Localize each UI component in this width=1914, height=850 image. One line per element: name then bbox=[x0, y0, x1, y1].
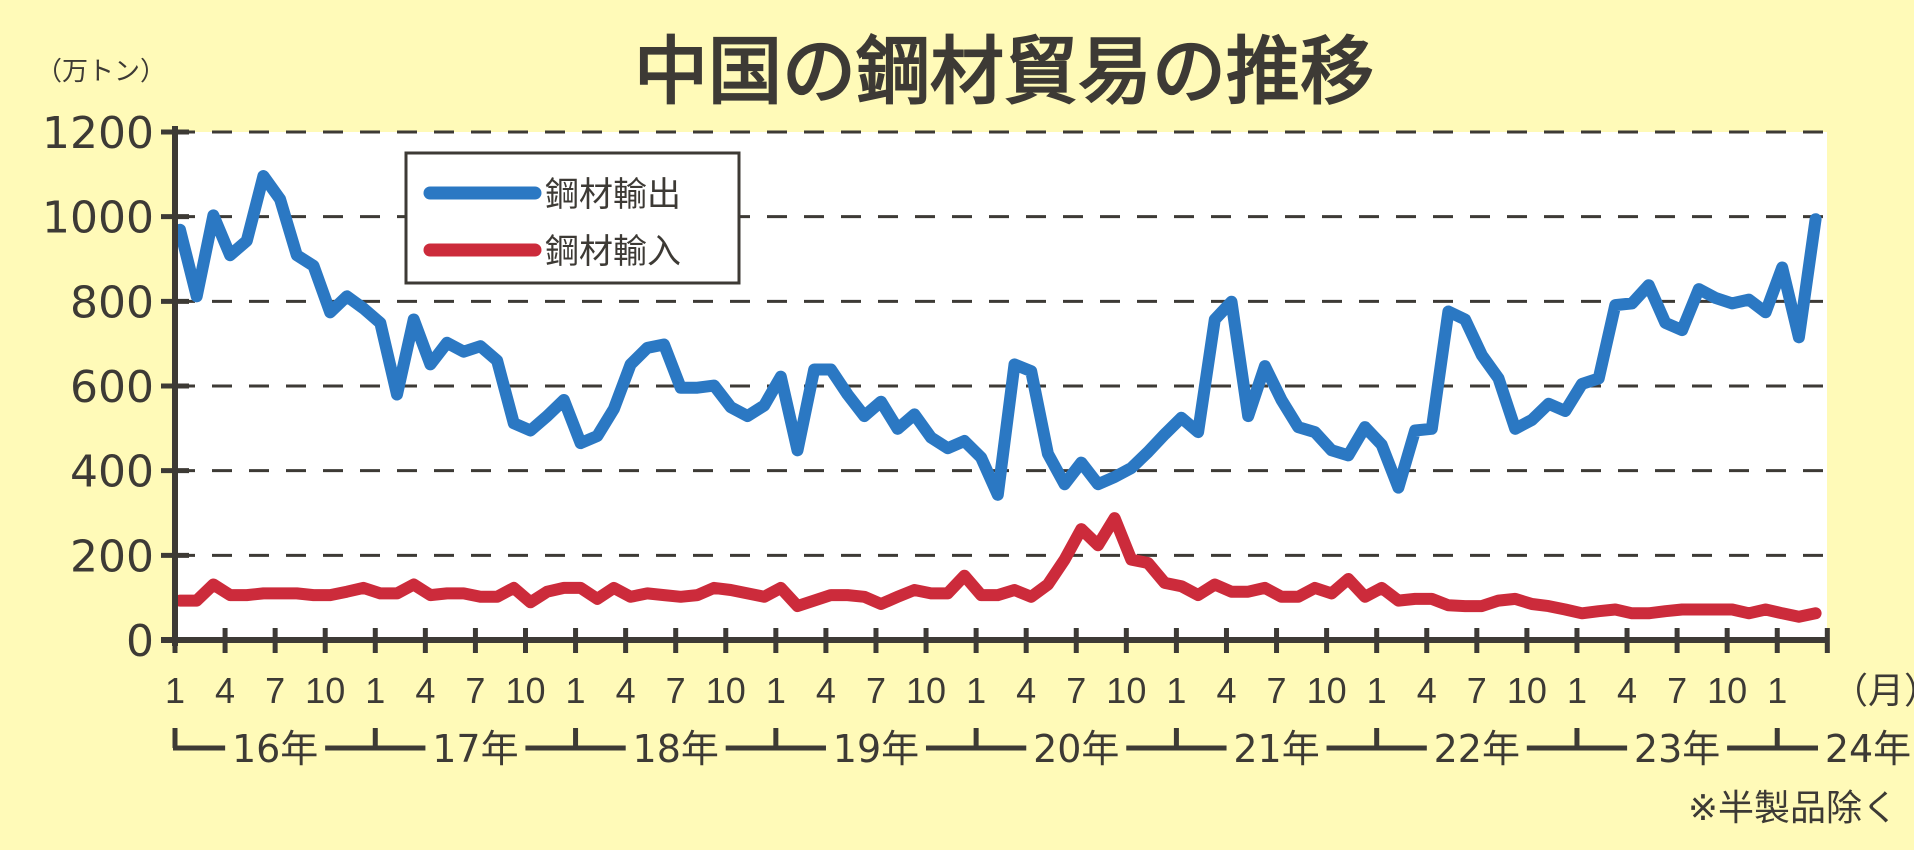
x-tick-label: 4 bbox=[1016, 670, 1036, 711]
x-tick-label: 4 bbox=[1417, 670, 1437, 711]
x-tick-label: 4 bbox=[1617, 670, 1637, 711]
y-tick-label: 800 bbox=[70, 277, 154, 328]
year-label: 22年 bbox=[1434, 727, 1520, 771]
year-labels: 16年 17年 18年 19年 20年 21年 22年 23年 24年 bbox=[172, 727, 1911, 771]
x-tick-label: 7 bbox=[465, 670, 485, 711]
x-tick-label: 10 bbox=[1707, 670, 1747, 711]
x-tick-label: 10 bbox=[706, 670, 746, 711]
x-tick-label: 7 bbox=[265, 670, 285, 711]
x-tick-label: 1 bbox=[1166, 670, 1186, 711]
y-axis-unit: （万トン） bbox=[36, 57, 166, 87]
x-axis-unit: （月） bbox=[1832, 670, 1914, 711]
x-tick-label: 4 bbox=[816, 670, 836, 711]
year-label: 16年 bbox=[232, 727, 318, 771]
y-tick-labels: 0 200 400 600 800 1000 1200 bbox=[42, 108, 154, 667]
x-tick-label: 10 bbox=[1507, 670, 1547, 711]
x-tick-label: 4 bbox=[215, 670, 235, 711]
axes bbox=[161, 126, 1830, 653]
x-tick-label: 1 bbox=[766, 670, 786, 711]
year-label: 23年 bbox=[1634, 727, 1720, 771]
year-label: 21年 bbox=[1233, 727, 1319, 771]
x-tick-label: 7 bbox=[666, 670, 686, 711]
x-tick-label: 1 bbox=[966, 670, 986, 711]
x-tick-label: 1 bbox=[1367, 670, 1387, 711]
series-line-imports bbox=[174, 512, 1822, 623]
x-tick-labels: 1 4 7 10 1 4 7 10 1 4 7 10 1 4 7 10 1 4 7 10 1 4 7 10 1 4 7 10 1 4 7 10… bbox=[165, 670, 1787, 711]
legend-box bbox=[404, 151, 741, 285]
y-tick-label: 1000 bbox=[42, 193, 154, 244]
year-label: 17年 bbox=[432, 727, 518, 771]
x-tick-label: 10 bbox=[1106, 670, 1146, 711]
x-tick-label: 10 bbox=[305, 670, 345, 711]
year-label: 19年 bbox=[833, 727, 919, 771]
y-tick-label: 1200 bbox=[42, 108, 154, 159]
series-lines bbox=[174, 170, 1822, 623]
x-tick-label: 7 bbox=[1667, 670, 1687, 711]
x-tick-label: 1 bbox=[1767, 670, 1787, 711]
y-tick-label: 600 bbox=[70, 362, 154, 413]
x-tick-label: 10 bbox=[906, 670, 946, 711]
x-tick-label: 7 bbox=[866, 670, 886, 711]
chart-title: 中国の鋼材貿易の推移 bbox=[634, 29, 1374, 115]
x-tick-label: 7 bbox=[1267, 670, 1287, 711]
x-tick-label: 4 bbox=[1216, 670, 1236, 711]
year-label: 18年 bbox=[633, 727, 719, 771]
x-tick-label: 10 bbox=[1307, 670, 1347, 711]
footnote: ※半製品除く bbox=[1688, 788, 1898, 829]
x-tick-label: 1 bbox=[165, 670, 185, 711]
x-tick-label: 10 bbox=[505, 670, 545, 711]
x-tick-label: 7 bbox=[1467, 670, 1487, 711]
year-label: 24年 bbox=[1825, 727, 1911, 771]
legend: 鋼材輸出 鋼材輸入 bbox=[404, 151, 741, 285]
x-tick-label: 7 bbox=[1066, 670, 1086, 711]
x-tick-label: 1 bbox=[1567, 670, 1587, 711]
x-tick-label: 4 bbox=[415, 670, 435, 711]
series-line-exports bbox=[174, 170, 1822, 501]
year-label: 20年 bbox=[1033, 727, 1119, 771]
x-tick-label: 1 bbox=[365, 670, 385, 711]
legend-label-imports: 鋼材輸入 bbox=[545, 232, 681, 272]
y-tick-label: 400 bbox=[70, 447, 154, 498]
x-tick-label: 4 bbox=[616, 670, 636, 711]
x-tick-label: 1 bbox=[566, 670, 586, 711]
y-tick-label: 0 bbox=[126, 616, 154, 667]
y-tick-label: 200 bbox=[70, 531, 154, 582]
legend-label-exports: 鋼材輸出 bbox=[545, 175, 681, 215]
